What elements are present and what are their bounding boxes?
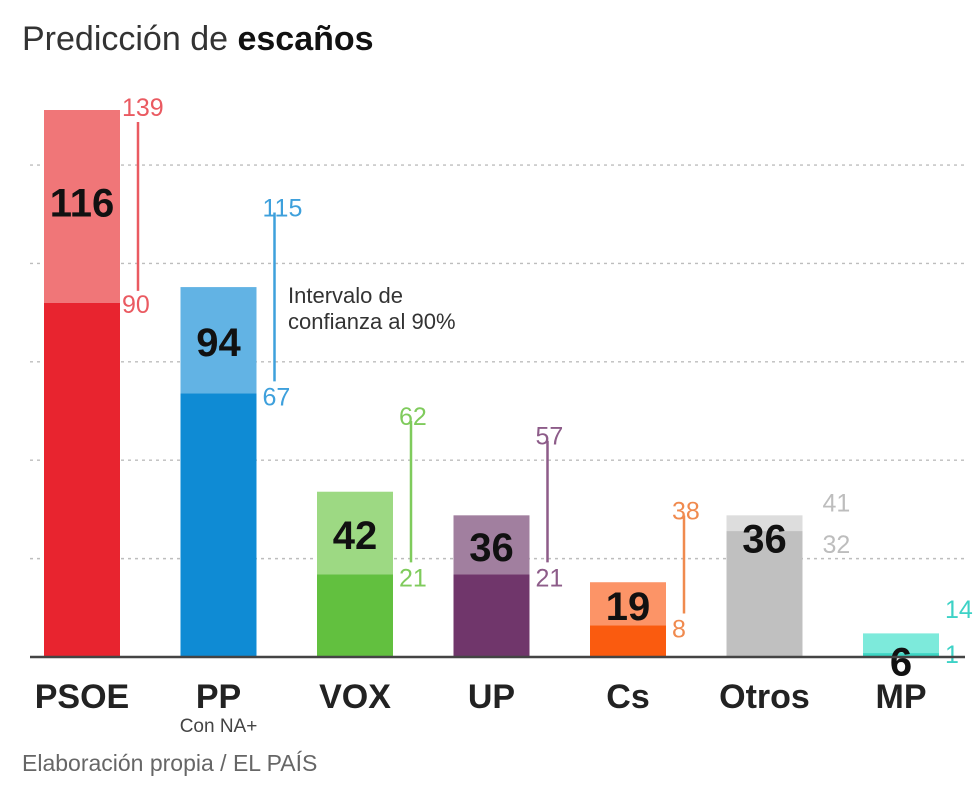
- interval-annotation-line1: Intervalo de: [288, 283, 403, 308]
- interval-low-label: 8: [672, 616, 686, 644]
- bar-lower-vox: [317, 574, 393, 657]
- chart-title-bold: escaños: [237, 20, 374, 58]
- bar-upper-pp: [180, 287, 257, 394]
- category-sublabel: Con NA+: [180, 716, 258, 737]
- interval-low-label: 90: [122, 291, 150, 319]
- bar-upper-up: [453, 515, 530, 575]
- interval-low-label: 1: [945, 641, 959, 669]
- value-label: 36: [469, 526, 514, 570]
- category-label: VOX: [319, 678, 391, 716]
- chart-title: Predicción de escaños: [22, 20, 374, 59]
- interval-high-label: 57: [536, 423, 564, 451]
- source-note: Elaboración propia / EL PAÍS: [22, 750, 318, 776]
- interval-high-label: 14: [945, 596, 973, 624]
- interval-low-label: 67: [263, 383, 291, 411]
- interval-annotation-line2: confianza al 90%: [288, 309, 456, 334]
- value-label: 36: [742, 517, 787, 561]
- bar-lower-up: [453, 574, 530, 657]
- value-label: 42: [333, 514, 378, 558]
- interval-high-label: 41: [823, 490, 851, 518]
- interval-low-label: 21: [399, 564, 427, 592]
- value-label: 19: [606, 585, 651, 629]
- category-label: UP: [468, 678, 515, 716]
- category-label: MP: [876, 678, 927, 716]
- interval-high-label: 115: [263, 194, 303, 222]
- value-label: 6: [890, 640, 912, 684]
- value-label: 116: [50, 181, 115, 225]
- category-label: PSOE: [35, 678, 129, 716]
- chart-title-regular: Predicción de: [22, 20, 229, 58]
- value-label: 94: [196, 321, 241, 365]
- category-label: Cs: [606, 678, 649, 716]
- bar-upper-vox: [317, 491, 393, 575]
- bar-upper-psoe: [44, 110, 120, 303]
- bar-lower-otros: [726, 531, 803, 657]
- bar-lower-cs: [590, 625, 666, 657]
- bar-upper-otros: [726, 515, 803, 532]
- bar-upper-mp: [863, 633, 939, 654]
- interval-high-label: 139: [122, 94, 164, 122]
- interval-low-label: 21: [536, 564, 564, 592]
- bar-lower-pp: [180, 393, 257, 657]
- bar-upper-cs: [590, 582, 666, 626]
- interval-high-label: 62: [399, 403, 427, 431]
- bar-lower-mp: [863, 653, 939, 657]
- bar-lower-psoe: [44, 302, 120, 657]
- interval-high-label: 38: [672, 497, 700, 525]
- category-label: Otros: [719, 678, 810, 716]
- interval-low-label: 32: [823, 531, 851, 559]
- category-label: PP: [196, 678, 241, 716]
